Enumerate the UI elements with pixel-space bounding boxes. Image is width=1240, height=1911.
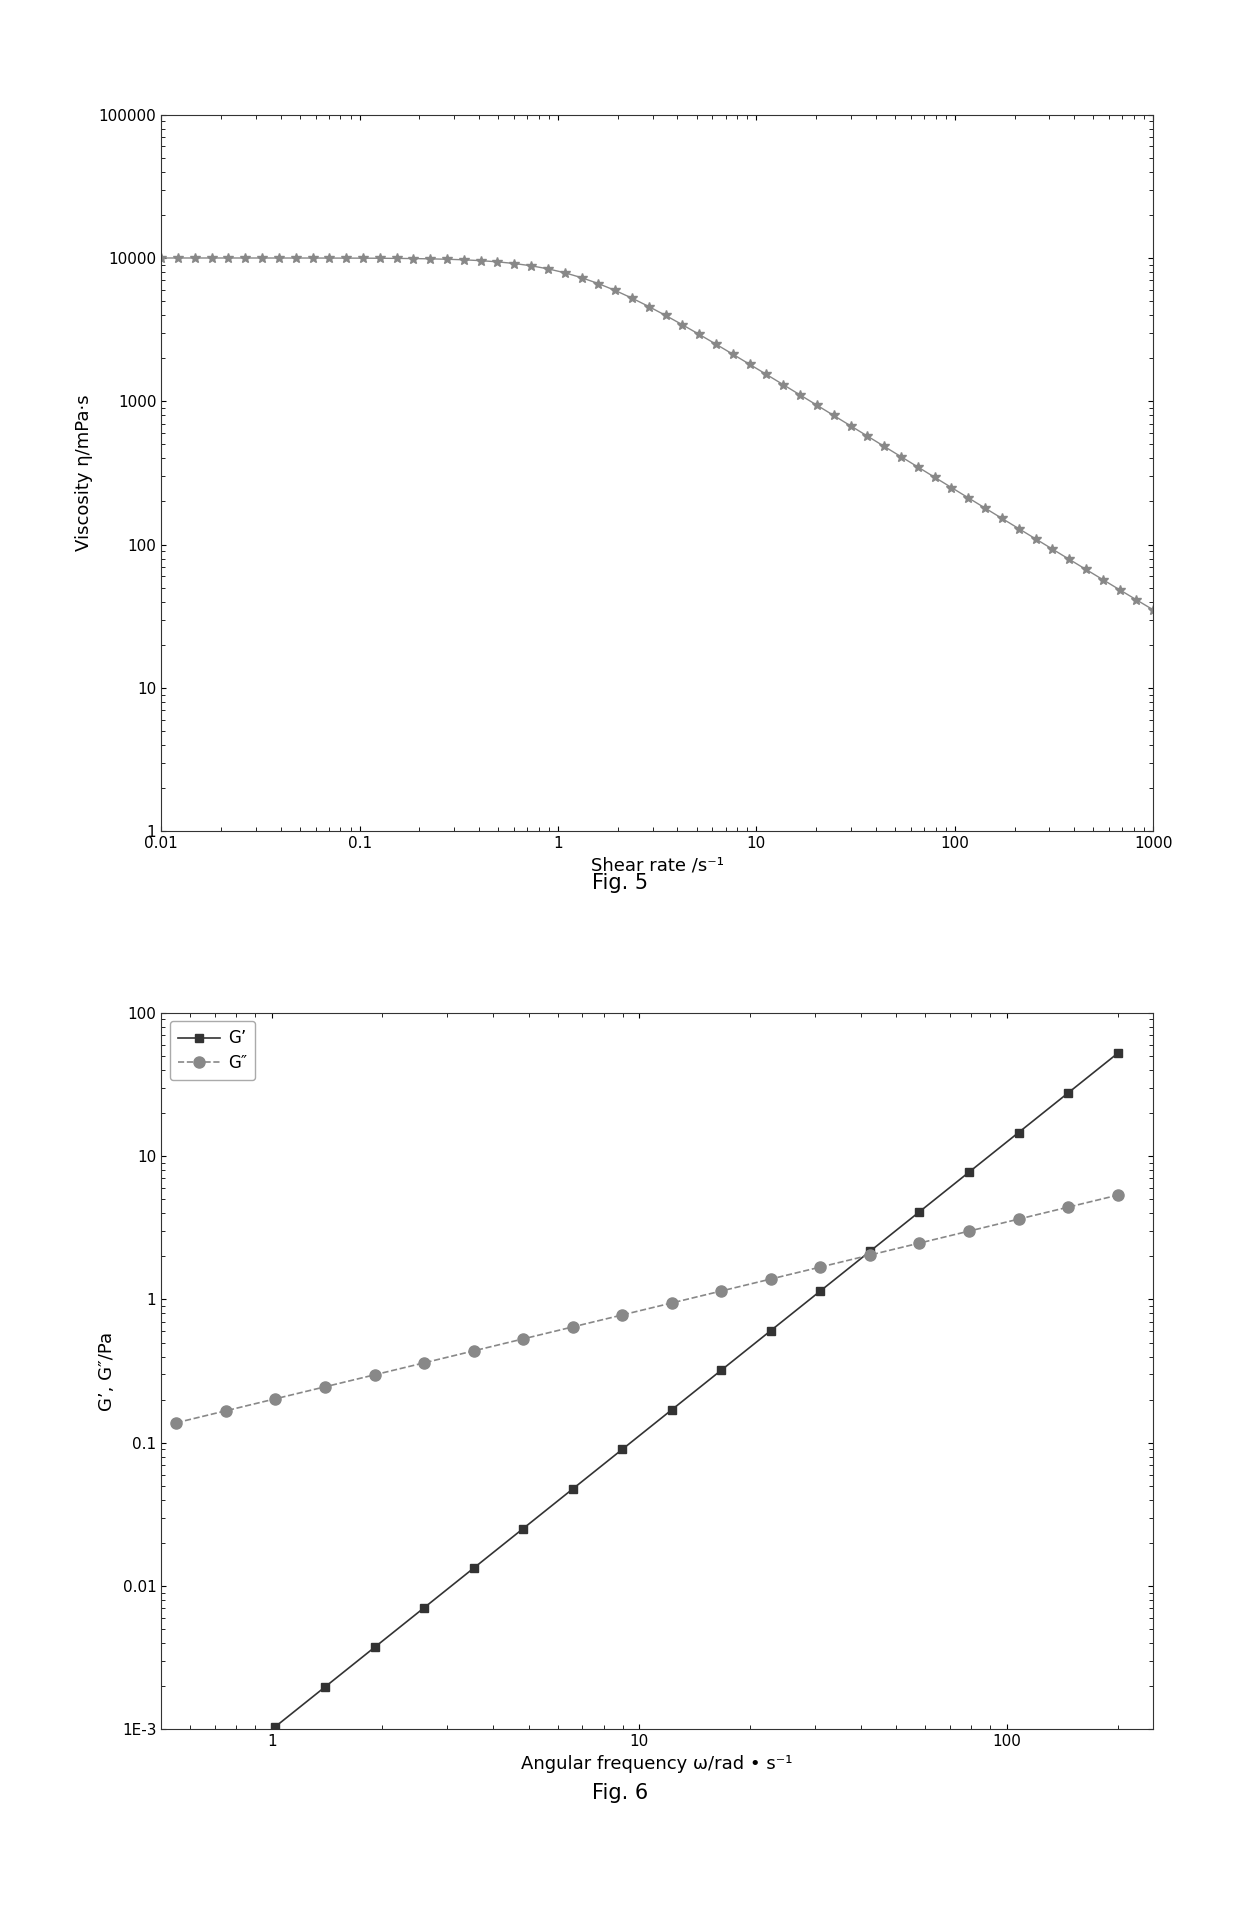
Line: G″: G″ <box>171 1191 1123 1428</box>
G’ <box>714 1359 729 1382</box>
G″ <box>466 1340 481 1363</box>
G″ <box>317 1376 332 1399</box>
G’ <box>813 1280 828 1303</box>
G’ <box>367 1636 382 1659</box>
G’ <box>911 1200 926 1223</box>
G’ <box>516 1517 531 1540</box>
G″ <box>615 1303 630 1326</box>
G″ <box>516 1328 531 1351</box>
G″ <box>1110 1183 1125 1206</box>
G’ <box>268 1714 283 1737</box>
G’ <box>863 1240 878 1263</box>
Legend: G’, G″: G’, G″ <box>170 1020 255 1080</box>
G″ <box>367 1363 382 1385</box>
G″ <box>169 1410 184 1433</box>
G″ <box>665 1292 680 1315</box>
G″ <box>714 1280 729 1303</box>
G″ <box>911 1231 926 1254</box>
G″ <box>268 1387 283 1410</box>
G″ <box>961 1219 976 1242</box>
G’ <box>764 1319 779 1342</box>
Text: Fig. 6: Fig. 6 <box>591 1783 649 1802</box>
G’ <box>317 1676 332 1699</box>
G″ <box>565 1315 580 1338</box>
G″ <box>1060 1196 1075 1219</box>
G’ <box>665 1399 680 1422</box>
G’ <box>1011 1122 1025 1145</box>
Y-axis label: Viscosity η/mPa·s: Viscosity η/mPa·s <box>76 396 93 550</box>
G″ <box>863 1244 878 1267</box>
X-axis label: Shear rate /s⁻¹: Shear rate /s⁻¹ <box>590 856 724 875</box>
G″ <box>1011 1208 1025 1231</box>
G’ <box>1110 1041 1125 1064</box>
G″ <box>813 1256 828 1278</box>
Text: Fig. 5: Fig. 5 <box>591 873 649 892</box>
G’ <box>169 1794 184 1817</box>
G″ <box>417 1351 432 1374</box>
X-axis label: Angular frequency ω/rad • s⁻¹: Angular frequency ω/rad • s⁻¹ <box>522 1754 792 1773</box>
G’ <box>961 1160 976 1183</box>
Y-axis label: G’, G″/Pa: G’, G″/Pa <box>98 1332 117 1410</box>
G″ <box>764 1267 779 1290</box>
G’ <box>466 1557 481 1580</box>
G’ <box>1060 1082 1075 1105</box>
G’ <box>417 1596 432 1619</box>
G’ <box>218 1754 233 1777</box>
G’ <box>565 1477 580 1500</box>
Line: G’: G’ <box>172 1049 1122 1810</box>
G″ <box>218 1399 233 1422</box>
G’ <box>615 1437 630 1460</box>
